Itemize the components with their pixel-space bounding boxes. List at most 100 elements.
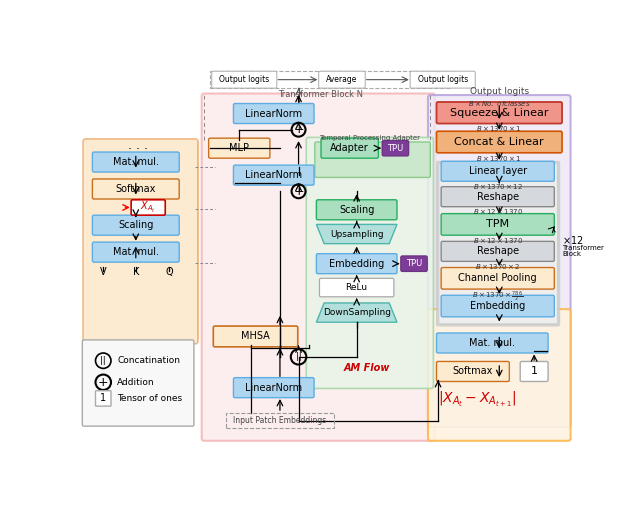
Text: Embedding: Embedding — [470, 301, 525, 311]
Text: Squeeze & Linear: Squeeze & Linear — [450, 108, 548, 118]
FancyBboxPatch shape — [428, 309, 571, 441]
Text: Q: Q — [165, 267, 173, 277]
Text: LinearNorm: LinearNorm — [245, 170, 302, 180]
Text: LinearNorm: LinearNorm — [245, 108, 302, 118]
FancyBboxPatch shape — [209, 138, 270, 158]
FancyBboxPatch shape — [315, 142, 430, 177]
FancyBboxPatch shape — [441, 268, 554, 289]
Text: $B \times 12 \times 1370$: $B \times 12 \times 1370$ — [472, 236, 523, 245]
Text: Concat & Linear: Concat & Linear — [454, 137, 544, 147]
Text: Embedding: Embedding — [329, 259, 384, 269]
Text: Temporal Processing Adapter: Temporal Processing Adapter — [319, 135, 420, 141]
FancyBboxPatch shape — [437, 162, 559, 325]
Text: MHSA: MHSA — [241, 332, 270, 341]
Polygon shape — [316, 303, 397, 322]
FancyBboxPatch shape — [520, 361, 548, 381]
Text: 1: 1 — [531, 367, 538, 377]
Text: Concatination: Concatination — [117, 356, 180, 365]
Text: LinearNorm: LinearNorm — [245, 382, 302, 393]
Text: ||: || — [100, 356, 106, 365]
Text: +: + — [293, 123, 304, 136]
FancyBboxPatch shape — [83, 340, 194, 426]
Text: Reshape: Reshape — [477, 247, 519, 257]
Text: 1: 1 — [100, 394, 106, 404]
Text: AM Flow: AM Flow — [344, 363, 390, 373]
Text: Tensor of ones: Tensor of ones — [117, 394, 182, 403]
Text: Output logits: Output logits — [417, 75, 468, 84]
Polygon shape — [316, 224, 397, 244]
Text: . . .: . . . — [128, 139, 148, 152]
Text: MLP: MLP — [229, 143, 249, 153]
Text: $\times$12: $\times$12 — [562, 234, 584, 246]
FancyBboxPatch shape — [401, 256, 428, 271]
FancyBboxPatch shape — [319, 278, 394, 297]
Text: TPU: TPU — [387, 144, 404, 153]
FancyBboxPatch shape — [95, 391, 111, 406]
Text: $|X_{A_t} - X_{A_{t+1}}|$: $|X_{A_t} - X_{A_{t+1}}|$ — [438, 390, 516, 409]
FancyBboxPatch shape — [316, 254, 397, 273]
FancyBboxPatch shape — [319, 71, 365, 88]
Text: Scaling: Scaling — [118, 220, 154, 230]
FancyBboxPatch shape — [436, 361, 509, 381]
FancyBboxPatch shape — [438, 163, 558, 324]
Text: Mat. mul.: Mat. mul. — [113, 247, 159, 257]
FancyBboxPatch shape — [234, 165, 314, 185]
FancyBboxPatch shape — [92, 242, 179, 262]
Text: Adapter: Adapter — [330, 143, 369, 153]
FancyBboxPatch shape — [428, 95, 571, 427]
Text: TPU: TPU — [406, 259, 422, 268]
Text: Block: Block — [562, 251, 581, 257]
FancyBboxPatch shape — [83, 139, 198, 344]
Text: Addition: Addition — [117, 378, 155, 387]
Text: $B \times 1370 \times 2$: $B \times 1370 \times 2$ — [475, 262, 520, 271]
Text: DownSampling: DownSampling — [323, 308, 390, 317]
Text: Mat. mul.: Mat. mul. — [113, 157, 159, 167]
FancyBboxPatch shape — [441, 187, 554, 207]
FancyBboxPatch shape — [202, 94, 435, 441]
FancyBboxPatch shape — [316, 200, 397, 220]
Text: Scaling: Scaling — [339, 205, 374, 215]
FancyBboxPatch shape — [436, 131, 562, 153]
Text: $B \times No.\ of classes$: $B \times No.\ of classes$ — [468, 99, 531, 108]
Text: TPM: TPM — [486, 220, 509, 230]
FancyBboxPatch shape — [436, 333, 548, 353]
Text: ||: || — [296, 352, 301, 361]
Text: Output logits: Output logits — [219, 75, 269, 84]
Text: Average: Average — [326, 75, 358, 84]
FancyBboxPatch shape — [441, 295, 554, 317]
Text: $X_{A_t}$: $X_{A_t}$ — [140, 200, 156, 215]
Text: Softmax: Softmax — [116, 184, 156, 194]
FancyBboxPatch shape — [234, 104, 314, 124]
FancyBboxPatch shape — [212, 71, 277, 88]
FancyBboxPatch shape — [87, 141, 198, 341]
FancyBboxPatch shape — [441, 214, 554, 235]
FancyBboxPatch shape — [307, 138, 433, 388]
Text: +: + — [293, 185, 304, 198]
Text: Channel Pooling: Channel Pooling — [458, 273, 537, 284]
Text: $B \times 1370 \times 12$: $B \times 1370 \times 12$ — [473, 182, 523, 191]
FancyBboxPatch shape — [441, 161, 554, 181]
FancyBboxPatch shape — [92, 152, 179, 172]
FancyBboxPatch shape — [92, 215, 179, 235]
FancyBboxPatch shape — [321, 138, 378, 158]
Text: Output logits: Output logits — [470, 87, 529, 96]
Text: +: + — [98, 376, 109, 389]
Text: V: V — [100, 267, 107, 277]
FancyBboxPatch shape — [410, 71, 476, 88]
Text: Reshape: Reshape — [477, 191, 519, 202]
FancyBboxPatch shape — [213, 326, 298, 347]
Text: Input Patch Embeddings: Input Patch Embeddings — [234, 416, 326, 425]
FancyBboxPatch shape — [439, 163, 557, 324]
Text: Transformer: Transformer — [562, 244, 604, 251]
Text: $B \times 1370 \times \frac{786}{2}$: $B \times 1370 \times \frac{786}{2}$ — [472, 290, 524, 304]
Text: $B \times 12 \times 1370$: $B \times 12 \times 1370$ — [472, 207, 523, 216]
Text: ReLu: ReLu — [346, 283, 368, 292]
FancyBboxPatch shape — [131, 200, 165, 215]
FancyBboxPatch shape — [234, 378, 314, 398]
FancyBboxPatch shape — [436, 161, 560, 326]
Text: $B \times 1370 \times 1$: $B \times 1370 \times 1$ — [476, 153, 522, 162]
Text: Transformer Block N: Transformer Block N — [278, 90, 363, 99]
FancyBboxPatch shape — [92, 179, 179, 199]
FancyBboxPatch shape — [441, 241, 554, 261]
Text: $B \times 1370 \times 1$: $B \times 1370 \times 1$ — [476, 124, 522, 133]
